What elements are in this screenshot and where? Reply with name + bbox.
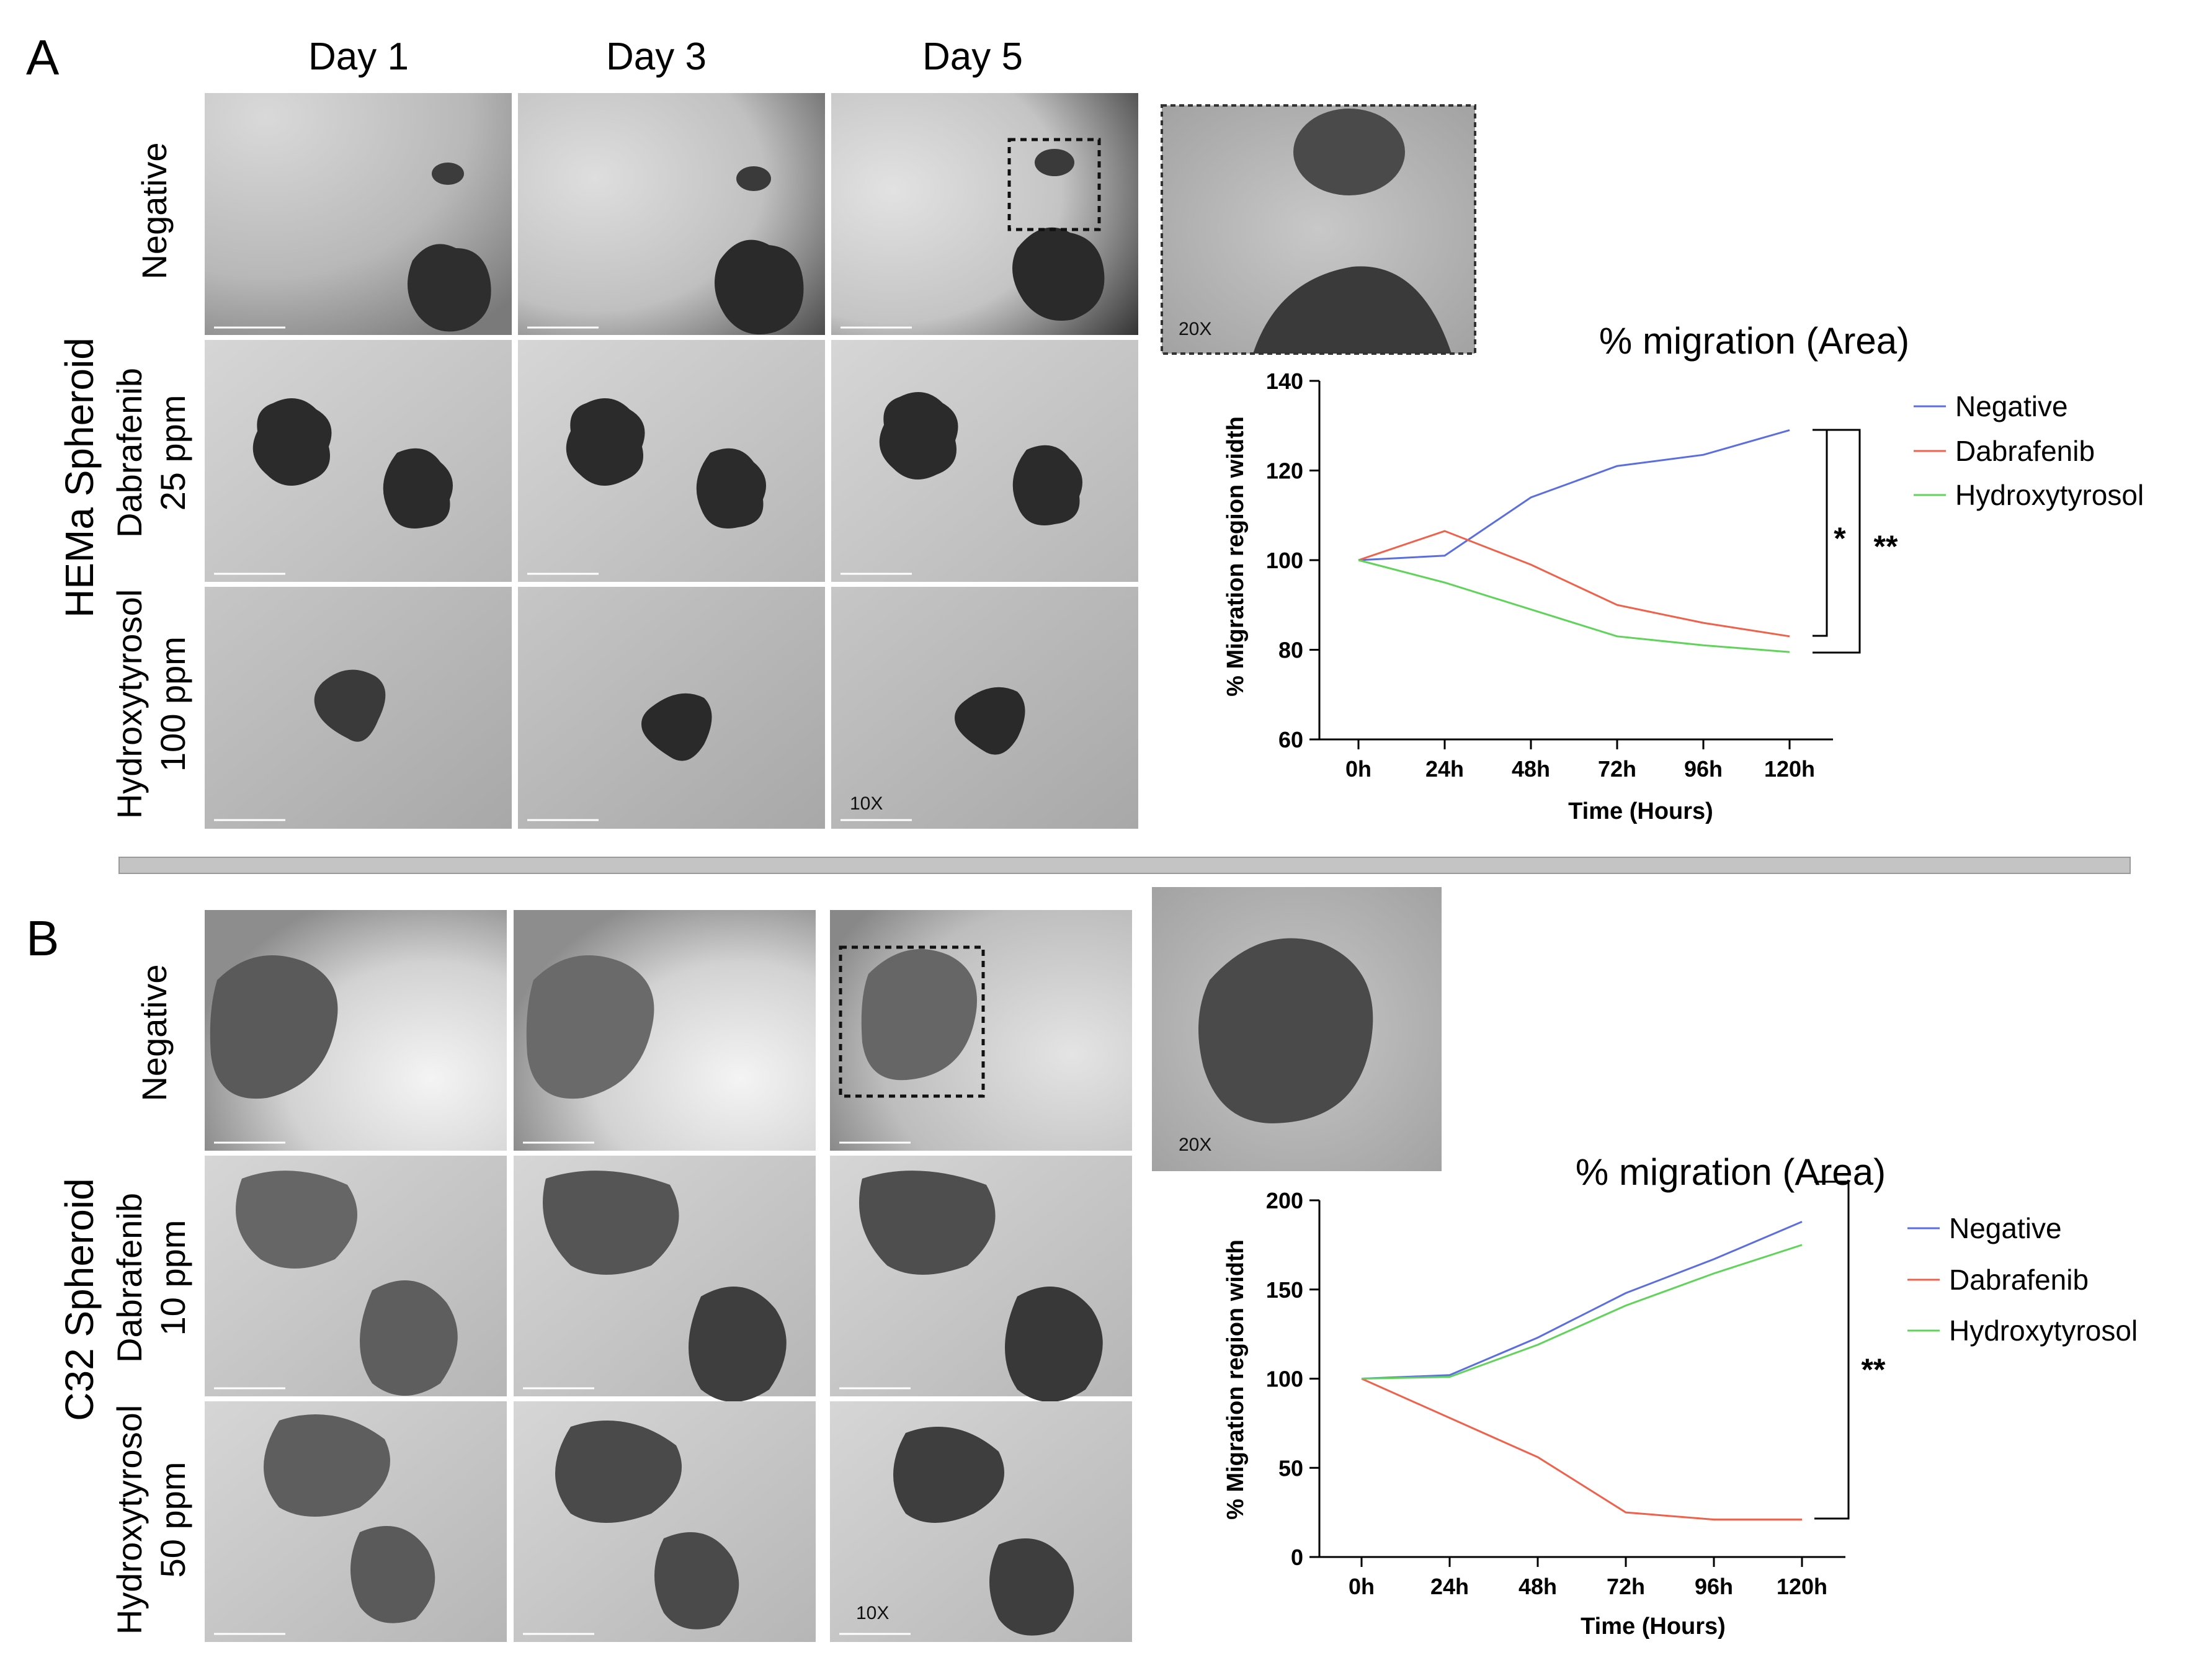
chart-a-x-tick-label: 0h [1345, 756, 1371, 782]
chart-b-x-tick-label: 48h [1519, 1574, 1557, 1599]
chart-b-x-axis-label: Time (Hours) [1581, 1613, 1726, 1640]
micrograph-b-hydroxytyrosol-day2 [514, 1401, 816, 1642]
chart-a-significance-single: * [1834, 521, 1846, 556]
chart-b-series-hydroxytyrosol [1361, 1244, 1803, 1380]
panel-b-spheroid-label: C32 Spheroid [57, 1178, 102, 1421]
chart-a-title: % migration (Area) [1599, 320, 1909, 362]
panel-b-magnification-10x: 10X [856, 1603, 889, 1623]
chart-a-significance-double: ** [1874, 529, 1898, 564]
panel-b-row-label-hydroxytyrosol: Hydroxytyrosol [110, 1405, 149, 1635]
chart-b-y-tick-label: 50 [1278, 1455, 1303, 1481]
micrograph-a-dabrafenib-day3 [518, 340, 825, 582]
chart-b-series-negative [1361, 1221, 1803, 1380]
micrograph-b-hydroxytyrosol-day3: 10X [830, 1401, 1132, 1642]
micrograph-b-dabrafenib-day3 [830, 1156, 1132, 1402]
chart-a-y-tick-label: 80 [1278, 638, 1303, 663]
chart-b-legend-negative: Negative [1949, 1212, 2062, 1244]
chart-b-significance-double: ** [1862, 1352, 1886, 1387]
micrograph-a-dabrafenib-day1 [205, 340, 512, 582]
chart-b-legend: Negative Dabrafenib Hydroxytyrosol [1907, 1212, 2138, 1347]
micrograph-b-hydroxytyrosol-day1 [205, 1401, 507, 1642]
chart-a-series-hydroxytyrosol [1358, 559, 1790, 653]
panel-a-row-label-hydroxytyrosol-dose: 100 ppm [153, 636, 192, 772]
chart-a-x-tick-label: 120h [1764, 756, 1815, 782]
panel-b-row-label-negative: Negative [135, 964, 174, 1101]
column-header-day-3: Day 3 [606, 35, 707, 78]
chart-a-x-tick-label: 24h [1425, 756, 1464, 782]
chart-b: % migration (Area) % Migration region wi… [1223, 1151, 2138, 1640]
chart-a-x-tick-label: 48h [1512, 756, 1550, 782]
panel-a-row-label-negative: Negative [135, 142, 174, 279]
chart-b-x-tick-label: 0h [1349, 1574, 1375, 1599]
chart-b-title: % migration (Area) [1576, 1151, 1886, 1193]
micrograph-a-hydroxytyrosol-day1 [205, 587, 512, 829]
chart-b-x-tick-label: 96h [1695, 1574, 1733, 1599]
panel-b-row-label-hydroxytyrosol-dose: 50 ppm [153, 1462, 192, 1578]
chart-a-y-tick-label: 120 [1266, 458, 1303, 484]
chart-a-legend-dabrafenib: Dabrafenib [1955, 435, 2095, 467]
chart-a-series-dabrafenib [1358, 530, 1790, 638]
micrograph-a-inset-20x: 20X [1161, 104, 1476, 355]
chart-b-x-tick-label: 72h [1607, 1574, 1645, 1599]
chart-a-bracket-negative-hydroxytyrosol [1813, 429, 1861, 654]
micrograph-a-negative-day1 [205, 93, 512, 335]
micrograph-a-negative-day5 [831, 93, 1138, 335]
chart-a-y-tick-label: 60 [1278, 727, 1303, 752]
micrograph-b-dabrafenib-day2 [514, 1156, 816, 1402]
panel-a-row-label-dabrafenib-dose: 25 ppm [153, 395, 192, 511]
micrograph-a-dabrafenib-day5 [831, 340, 1138, 582]
chart-b-y-tick-label: 100 [1266, 1367, 1303, 1392]
chart-a-bracket-negative-dabrafenib [1813, 429, 1828, 637]
chart-b-legend-dabrafenib: Dabrafenib [1949, 1264, 2089, 1296]
micrograph-b-inset-20x: 20X [1152, 887, 1442, 1171]
chart-a-y-axis-label: % Migration region width [1223, 416, 1249, 697]
chart-a-y-tick-label: 140 [1266, 368, 1303, 394]
chart-b-series-dabrafenib [1361, 1378, 1802, 1521]
micrograph-b-dabrafenib-day1 [205, 1156, 507, 1396]
chart-a-y-tick-label: 100 [1266, 548, 1303, 573]
panel-a-letter: A [26, 30, 60, 85]
panel-a-row-label-hydroxytyrosol: Hydroxytyrosol [110, 589, 149, 819]
panel-a-spheroid-label: HEMa Spheroid [57, 337, 102, 618]
chart-b-y-tick-label: 150 [1266, 1277, 1303, 1303]
chart-a-legend: Negative Dabrafenib Hydroxytyrosol [1914, 390, 2144, 511]
column-header-day-5: Day 5 [922, 35, 1023, 78]
chart-a-x-tick-label: 72h [1598, 756, 1636, 782]
chart-a-legend-negative: Negative [1955, 390, 2068, 422]
panel-b-row-label-dabrafenib-dose: 10 ppm [153, 1220, 192, 1336]
column-header-day-1: Day 1 [308, 35, 409, 78]
micrograph-a-hydroxytyrosol-day3 [518, 587, 825, 829]
chart-b-x-tick-label: 120h [1777, 1574, 1827, 1599]
chart-b-y-tick-label: 200 [1266, 1188, 1303, 1213]
micrograph-b-negative-day3 [830, 910, 1132, 1151]
panel-separator [118, 857, 2131, 874]
chart-b-legend-hydroxytyrosol: Hydroxytyrosol [1949, 1314, 2138, 1347]
chart-b-x-tick-label: 24h [1430, 1574, 1469, 1599]
chart-b-y-tick-label: 0 [1291, 1545, 1303, 1570]
chart-b-bracket-negative-dabrafenib [1814, 1180, 1850, 1520]
panel-a-magnification-20x: 20X [1179, 319, 1211, 339]
chart-a: % migration (Area) % Migration region wi… [1223, 320, 2144, 824]
panel-b-magnification-20x: 20X [1179, 1135, 1211, 1155]
chart-a-legend-hydroxytyrosol: Hydroxytyrosol [1955, 479, 2144, 511]
chart-a-x-tick-label: 96h [1684, 756, 1723, 782]
micrograph-b-negative-day2 [514, 910, 816, 1151]
chart-a-series-negative [1358, 429, 1790, 561]
micrograph-a-hydroxytyrosol-day5: 10X [831, 587, 1138, 829]
panel-a-row-label-dabrafenib: Dabrafenib [110, 368, 149, 538]
micrograph-a-negative-day3 [518, 93, 825, 335]
panel-a-magnification-10x: 10X [850, 793, 883, 814]
chart-a-x-axis-label: Time (Hours) [1568, 798, 1713, 824]
chart-b-y-axis-label: % Migration region width [1223, 1239, 1249, 1520]
panel-b-row-label-dabrafenib: Dabrafenib [110, 1193, 149, 1363]
panel-b-letter: B [26, 911, 59, 966]
micrograph-b-negative-day1 [205, 910, 507, 1151]
